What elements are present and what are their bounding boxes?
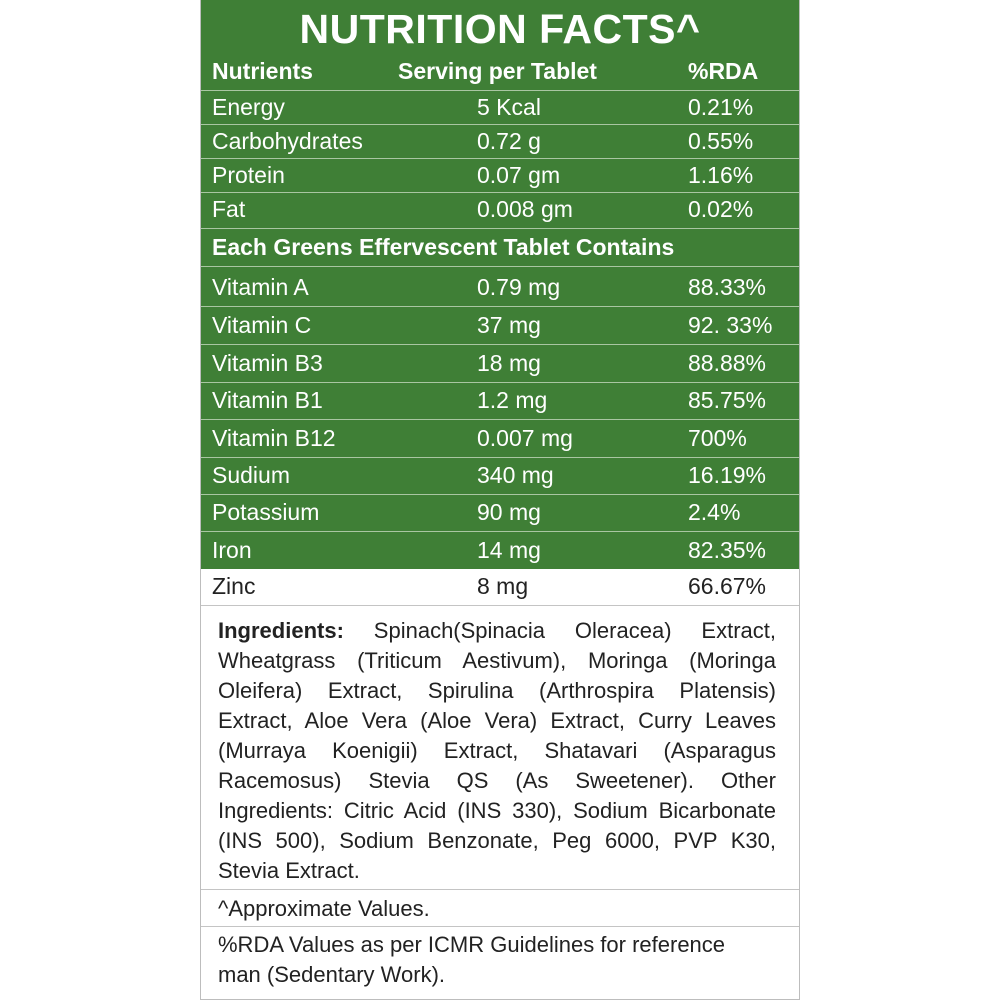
nutrient-amount: 1.2 mg	[477, 387, 548, 413]
nutrient-name: Zinc	[212, 573, 256, 599]
ingredients-block: Ingredients: Spinach(Spinacia Oleracea) …	[218, 616, 776, 886]
nutrient-rda: 16.19%	[688, 462, 767, 488]
table-row: Iron 14 mg 82.35%	[201, 537, 799, 567]
divider	[201, 382, 799, 383]
table-row: Vitamin B1 1.2 mg 85.75%	[201, 387, 799, 417]
nutrient-amount: 18 mg	[477, 350, 541, 376]
nutrient-name: Protein	[212, 162, 285, 188]
table-row: Vitamin A 0.79 mg 88.33%	[201, 274, 799, 304]
nutrient-rda: 88.88%	[688, 350, 767, 376]
nutrient-rda: 88.33%	[688, 274, 767, 300]
divider	[201, 494, 799, 495]
divider	[201, 605, 799, 606]
header-nutrients: Nutrients	[212, 58, 313, 84]
nutrient-name: Fat	[212, 196, 246, 222]
divider	[201, 158, 799, 159]
divider	[201, 419, 799, 420]
nutrient-amount: 90 mg	[477, 499, 541, 525]
table-row: Vitamin B3 18 mg 88.88%	[201, 350, 799, 380]
divider	[201, 926, 799, 927]
nutrient-rda: 1.16%	[688, 162, 754, 188]
ingredients-label: Ingredients:	[218, 618, 344, 643]
nutrient-name: Iron	[212, 537, 252, 563]
nutrient-rda: 2.4%	[688, 499, 741, 525]
nutrient-name: Carbohydrates	[212, 128, 363, 154]
table-row: Zinc 8 mg 66.67%	[201, 573, 799, 605]
nutrient-amount: 0.007 mg	[477, 425, 573, 451]
nutrient-rda: 66.67%	[688, 573, 767, 599]
table-row: Carbohydrates 0.72 g 0.55%	[201, 128, 799, 158]
table-row: Energy 5 Kcal 0.21%	[201, 94, 799, 124]
nutrient-amount: 0.008 gm	[477, 196, 573, 222]
nutrient-name: Vitamin A	[212, 274, 309, 300]
nutrient-amount: 0.07 gm	[477, 162, 561, 188]
header-rda: %RDA	[688, 58, 759, 84]
nutrient-amount: 0.72 g	[477, 128, 541, 154]
nutrient-name: Vitamin B1	[212, 387, 323, 413]
table-row: Sudium 340 mg 16.19%	[201, 462, 799, 492]
divider	[201, 889, 799, 890]
table-row: Protein 0.07 gm 1.16%	[201, 162, 799, 192]
divider	[201, 531, 799, 532]
rda-note: %RDA Values as per ICMR Guidelines for r…	[218, 932, 726, 987]
nutrient-rda: 85.75%	[688, 387, 767, 413]
table-row: Vitamin B12 0.007 mg 700%	[201, 425, 799, 455]
nutrient-name: Vitamin B3	[212, 350, 323, 376]
nutrient-amount: 0.79 mg	[477, 274, 561, 300]
nutrient-rda: 0.55%	[688, 128, 754, 154]
divider	[201, 228, 799, 229]
nutrient-name: Sudium	[212, 462, 290, 488]
divider	[201, 192, 799, 193]
divider	[201, 344, 799, 345]
nutrient-rda: 82.35%	[688, 537, 767, 563]
approximate-note: ^Approximate Values.	[218, 896, 430, 921]
divider	[201, 306, 799, 307]
ingredients-text: Spinach(Spinacia Oleracea) Extract, Whea…	[218, 618, 776, 883]
nutrient-amount: 37 mg	[477, 312, 541, 338]
divider	[201, 124, 799, 125]
nutrient-rda: 700%	[688, 425, 747, 451]
nutrient-amount: 340 mg	[477, 462, 554, 488]
table-row: Potassium 90 mg 2.4%	[201, 499, 799, 529]
section-heading: Each Greens Effervescent Tablet Contains	[201, 234, 799, 264]
nutrient-rda: 0.02%	[688, 196, 754, 222]
nutrient-name: Vitamin C	[212, 312, 312, 338]
nutrient-amount: 5 Kcal	[477, 94, 541, 120]
green-panel	[201, 0, 799, 569]
nutrient-name: Vitamin B12	[212, 425, 336, 451]
divider	[201, 457, 799, 458]
header-serving: Serving per Tablet	[398, 58, 597, 84]
nutrient-name: Energy	[212, 94, 285, 120]
nutrient-amount: 14 mg	[477, 537, 541, 563]
divider	[201, 90, 799, 91]
table-row: Fat 0.008 gm 0.02%	[201, 196, 799, 226]
page-title: NUTRITION FACTS^	[201, 0, 799, 56]
divider	[201, 266, 799, 267]
nutrient-amount: 8 mg	[477, 573, 529, 599]
table-header: Nutrients Serving per Tablet %RDA	[201, 58, 799, 88]
section-heading-text: Each Greens Effervescent Tablet Contains	[212, 234, 675, 260]
nutrient-rda: 92. 33%	[688, 312, 773, 338]
nutrition-label: NUTRITION FACTS^ Nutrients Serving per T…	[200, 0, 800, 1000]
table-row: Vitamin C 37 mg 92. 33%	[201, 312, 799, 342]
nutrient-rda: 0.21%	[688, 94, 754, 120]
nutrient-name: Potassium	[212, 499, 320, 525]
